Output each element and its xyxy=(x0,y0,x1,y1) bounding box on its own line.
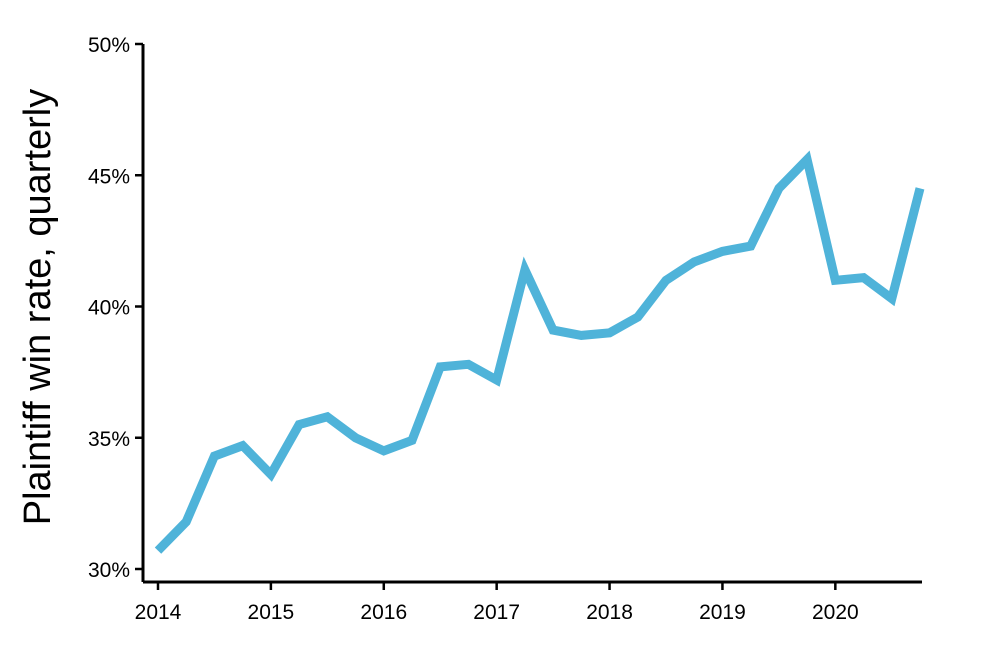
x-tick-label: 2015 xyxy=(248,601,295,624)
axes: 30% 35% 40% 45% 50% 2014 2015 2016 2017 2018 2019 2… xyxy=(88,34,922,624)
x-tick-label: 2019 xyxy=(699,601,746,624)
x-tick-label: 2018 xyxy=(586,601,633,624)
y-tick-label: 45% xyxy=(88,165,130,188)
x-tick-label: 2017 xyxy=(473,601,520,624)
series-line xyxy=(154,150,925,554)
series-layer xyxy=(154,150,925,554)
y-tick-label: 30% xyxy=(88,559,130,582)
y-tick-label: 40% xyxy=(88,297,130,320)
x-tick-label: 2020 xyxy=(812,601,859,624)
y-axis-label: Plaintiff win rate, quarterly xyxy=(17,89,59,526)
x-tick-label: 2016 xyxy=(360,601,407,624)
x-tick-label: 2014 xyxy=(135,601,182,624)
y-tick-label: 50% xyxy=(88,34,130,57)
y-tick-label: 35% xyxy=(88,428,130,451)
